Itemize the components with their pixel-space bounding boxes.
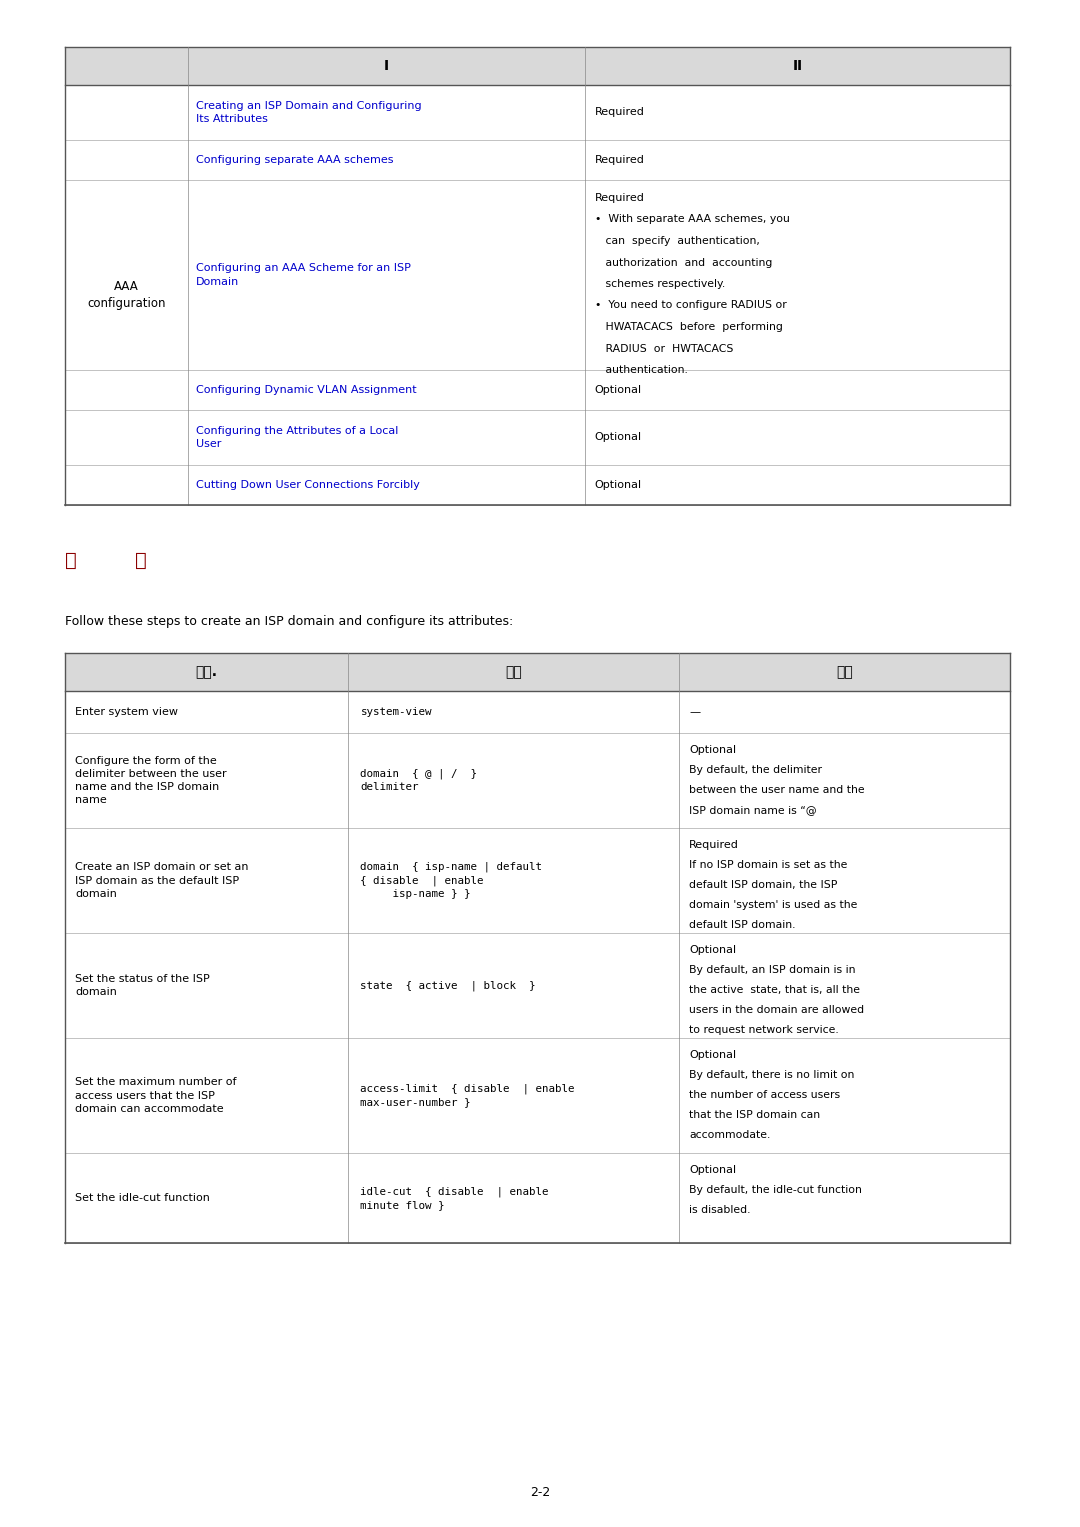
Text: authorization  and  accounting: authorization and accounting (595, 258, 772, 267)
FancyBboxPatch shape (65, 654, 1010, 692)
Text: Create an ISP domain or set an
ISP domain as the default ISP
domain: Create an ISP domain or set an ISP domai… (75, 863, 248, 899)
Text: access-limit  { disable  | enable
max-user-number }: access-limit { disable | enable max-user… (361, 1084, 575, 1107)
Text: By default, an ISP domain is in: By default, an ISP domain is in (689, 965, 855, 976)
Text: 2-2: 2-2 (530, 1486, 550, 1498)
Text: 备注: 备注 (836, 664, 853, 680)
FancyBboxPatch shape (65, 86, 1010, 140)
FancyBboxPatch shape (65, 370, 1010, 411)
Text: AAA
configuration: AAA configuration (87, 279, 165, 310)
Text: authentication.: authentication. (595, 365, 688, 376)
Text: Set the status of the ISP
domain: Set the status of the ISP domain (75, 974, 210, 997)
FancyBboxPatch shape (65, 180, 1010, 370)
Text: system-view: system-view (361, 707, 432, 718)
Text: Follow these steps to create an ISP domain and configure its attributes:: Follow these steps to create an ISP doma… (65, 615, 513, 628)
Text: •  With separate AAA schemes, you: • With separate AAA schemes, you (595, 214, 789, 224)
Text: that the ISP domain can: that the ISP domain can (689, 1110, 821, 1119)
Text: accommodate.: accommodate. (689, 1130, 771, 1141)
Text: 命令: 命令 (505, 664, 523, 680)
Text: Optional: Optional (689, 745, 737, 754)
Text: Required: Required (689, 840, 739, 851)
Text: Creating an ISP Domain and Configuring
Its Attributes: Creating an ISP Domain and Configuring I… (195, 101, 421, 124)
Text: domain  { @ | /  }
delimiter: domain { @ | / } delimiter (361, 768, 477, 793)
Text: to request network service.: to request network service. (689, 1025, 839, 1035)
FancyBboxPatch shape (65, 933, 1010, 1038)
Text: default ISP domain, the ISP: default ISP domain, the ISP (689, 880, 838, 890)
Text: Set the idle-cut function: Set the idle-cut function (75, 1193, 210, 1203)
Text: domain 'system' is used as the: domain 'system' is used as the (689, 899, 858, 910)
Text: 步骤.: 步骤. (195, 664, 218, 680)
FancyBboxPatch shape (65, 1153, 1010, 1243)
Text: Optional: Optional (595, 479, 642, 490)
Text: Required: Required (595, 192, 645, 203)
Text: By default, there is no limit on: By default, there is no limit on (689, 1070, 854, 1080)
Text: Configuring an AAA Scheme for an ISP
Domain: Configuring an AAA Scheme for an ISP Dom… (195, 263, 410, 287)
Text: By default, the idle-cut function: By default, the idle-cut function (689, 1185, 862, 1196)
Text: Optional: Optional (689, 1051, 737, 1060)
Text: Configuring separate AAA schemes: Configuring separate AAA schemes (195, 156, 393, 165)
Text: HWATACACS  before  performing: HWATACACS before performing (595, 322, 783, 331)
Text: —: — (689, 707, 700, 718)
Text: the number of access users: the number of access users (689, 1090, 840, 1099)
FancyBboxPatch shape (65, 47, 1010, 86)
Text: users in the domain are allowed: users in the domain are allowed (689, 1005, 864, 1015)
Text: is disabled.: is disabled. (689, 1205, 751, 1215)
Text: •  You need to configure RADIUS or: • You need to configure RADIUS or (595, 301, 786, 310)
Text: Optional: Optional (689, 1165, 737, 1174)
Text: Configure the form of the
delimiter between the user
name and the ISP domain
nam: Configure the form of the delimiter betw… (75, 756, 227, 805)
Text: Optional: Optional (595, 432, 642, 443)
Text: Ⅰ: Ⅰ (383, 60, 389, 73)
FancyBboxPatch shape (65, 466, 1010, 505)
Text: between the user name and the: between the user name and the (689, 785, 865, 796)
Text: Cutting Down User Connections Forcibly: Cutting Down User Connections Forcibly (195, 479, 420, 490)
FancyBboxPatch shape (65, 733, 1010, 828)
Text: idle-cut  { disable  | enable
minute flow }: idle-cut { disable | enable minute flow … (361, 1186, 549, 1209)
FancyBboxPatch shape (65, 411, 1010, 466)
Text: RADIUS  or  HWTACACS: RADIUS or HWTACACS (595, 344, 733, 353)
FancyBboxPatch shape (65, 1038, 1010, 1153)
Text: can  specify  authentication,: can specify authentication, (595, 237, 759, 246)
FancyBboxPatch shape (65, 692, 1010, 733)
Text: ISP domain name is “@: ISP domain name is “@ (689, 805, 816, 815)
Text: 📋: 📋 (65, 551, 77, 570)
Text: the active  state, that is, all the: the active state, that is, all the (689, 985, 861, 996)
Text: state  { active  | block  }: state { active | block } (361, 980, 536, 991)
Text: Enter system view: Enter system view (75, 707, 178, 718)
FancyBboxPatch shape (65, 828, 1010, 933)
Text: domain  { isp-name | default
{ disable  | enable
     isp-name } }: domain { isp-name | default { disable | … (361, 861, 542, 899)
FancyBboxPatch shape (65, 140, 1010, 180)
Text: By default, the delimiter: By default, the delimiter (689, 765, 822, 776)
Text: Set the maximum number of
access users that the ISP
domain can accommodate: Set the maximum number of access users t… (75, 1078, 237, 1113)
Text: Ⅱ: Ⅱ (793, 60, 802, 73)
Text: Required: Required (595, 107, 645, 118)
Text: schemes respectively.: schemes respectively. (595, 279, 725, 289)
Text: Configuring the Attributes of a Local
User: Configuring the Attributes of a Local Us… (195, 426, 399, 449)
Text: If no ISP domain is set as the: If no ISP domain is set as the (689, 860, 848, 870)
Text: 📋: 📋 (135, 551, 147, 570)
Text: Optional: Optional (689, 945, 737, 954)
Text: Optional: Optional (595, 385, 642, 395)
Text: Required: Required (595, 156, 645, 165)
Text: Configuring Dynamic VLAN Assignment: Configuring Dynamic VLAN Assignment (195, 385, 417, 395)
Text: default ISP domain.: default ISP domain. (689, 919, 796, 930)
